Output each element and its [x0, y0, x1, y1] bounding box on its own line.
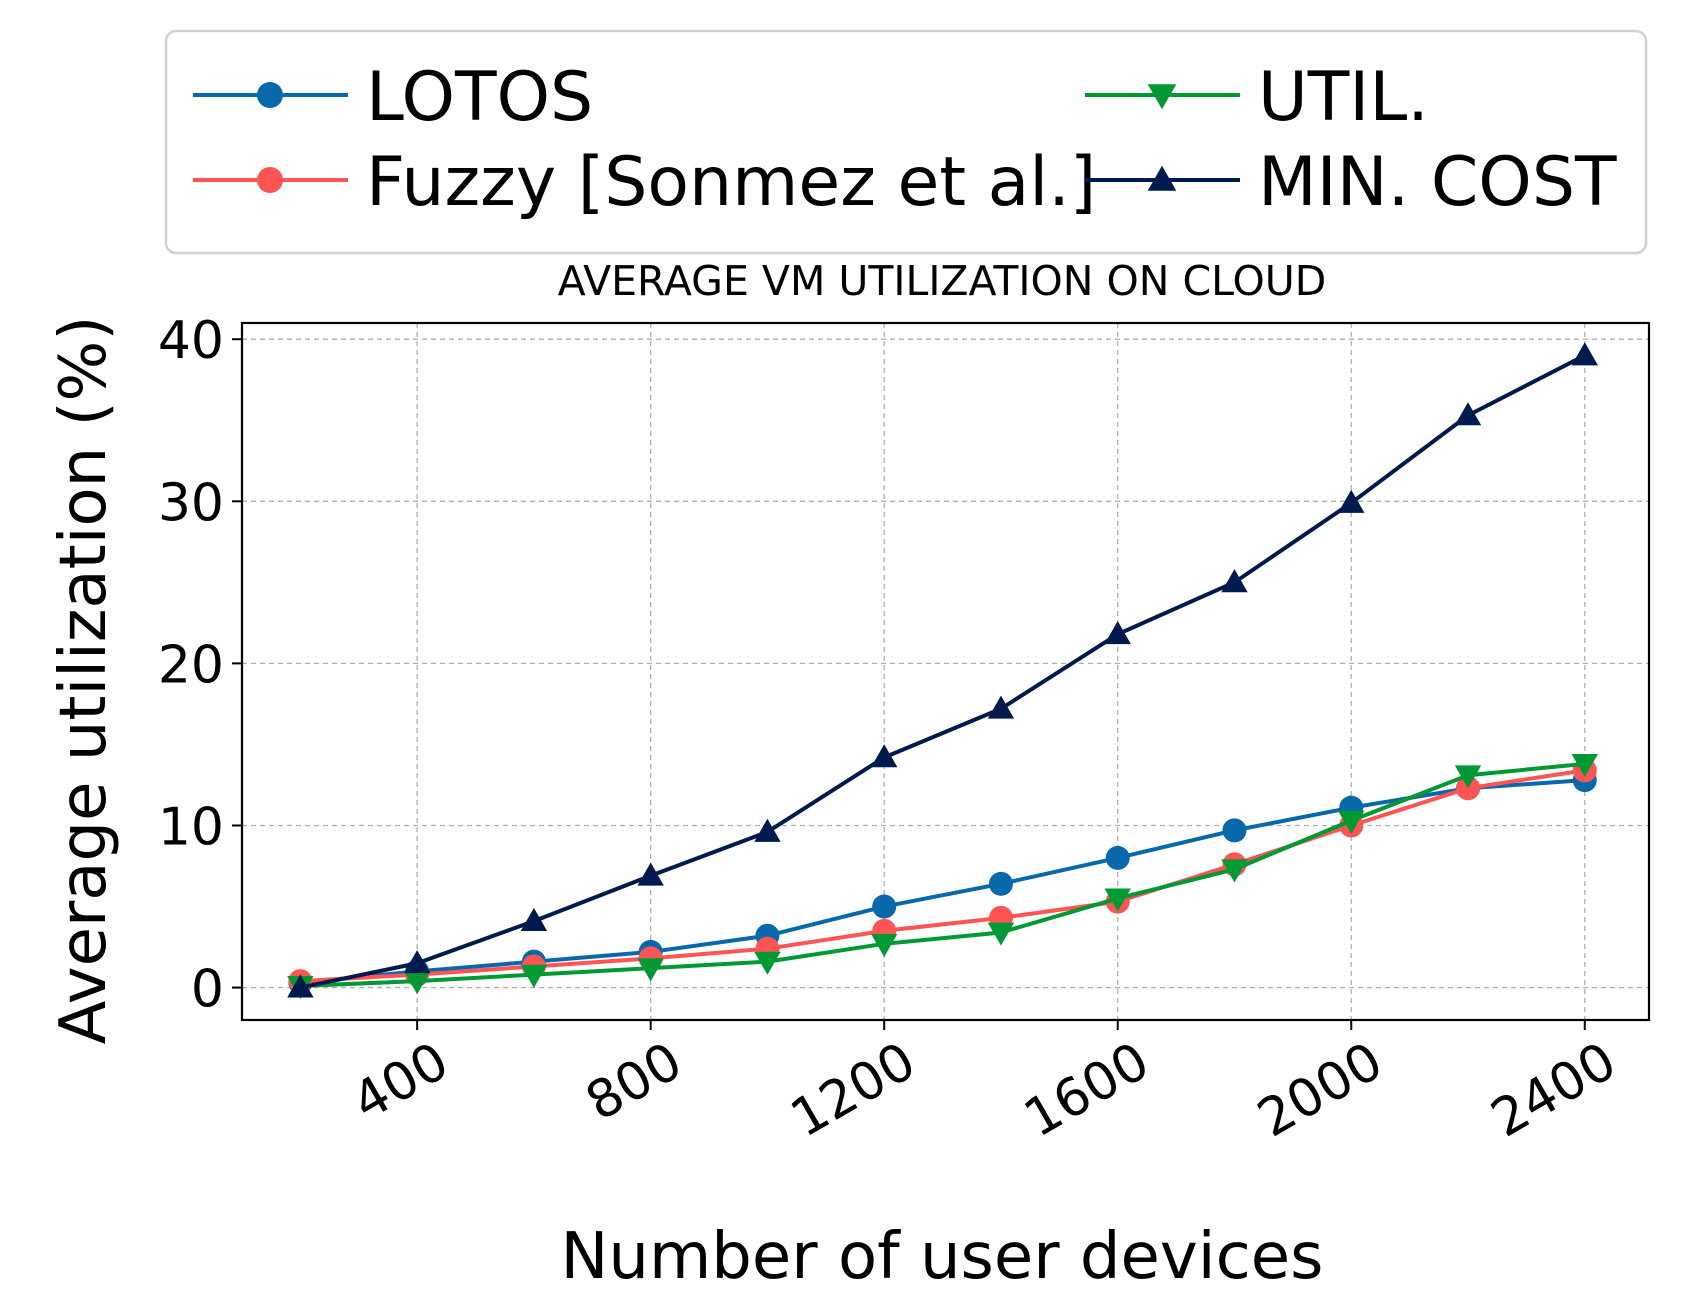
legend-label: UTIL.	[1258, 58, 1429, 137]
legend-item-util: UTIL.	[1085, 58, 1429, 137]
data-point-util	[1571, 753, 1598, 778]
legend-label: MIN. COST	[1258, 143, 1617, 222]
data-point-util	[403, 971, 431, 995]
data-point-min-cost	[1571, 342, 1598, 366]
legend-label: LOTOS	[366, 58, 593, 137]
data-point-min-cost	[637, 862, 664, 886]
series-line-util	[300, 761, 1585, 988]
y-axis-label: Average utilization (%)	[47, 316, 121, 1045]
data-point-util	[520, 964, 548, 988]
data-point-util	[870, 933, 898, 958]
plot-frame	[240, 321, 1651, 1022]
x-tick-label: 1200	[781, 1031, 926, 1149]
data-point-lotos	[872, 894, 897, 919]
data-point-min-cost	[403, 950, 431, 974]
data-point-min-cost	[1454, 402, 1482, 426]
data-point-min-cost	[287, 974, 314, 998]
legend-item-lotos: LOTOS	[193, 58, 593, 137]
grid	[242, 323, 1649, 1020]
x-tick-label: 1600	[1015, 1031, 1160, 1149]
y-tick-label: 10	[158, 797, 224, 857]
y-axis: 0 10 20 30 40	[158, 311, 242, 1020]
legend-item-fuzzy-sonmez-et-al: Fuzzy [Sonmez et al.]	[193, 143, 1096, 222]
data-point-util	[1221, 859, 1248, 883]
data-point-util	[1104, 888, 1131, 912]
series-layer	[287, 342, 1598, 1000]
data-point-util	[1338, 810, 1365, 834]
y-tick-label: 0	[191, 960, 224, 1020]
data-point-min-cost	[987, 695, 1015, 719]
y-tick-label: 40	[158, 311, 224, 371]
data-point-min-cost	[1338, 489, 1365, 513]
x-axis-label: Number of user devices	[561, 1220, 1324, 1294]
legend-swatch-marker	[257, 82, 283, 108]
x-axis: 400 800 1200 1600 2000 2400	[343, 1020, 1627, 1149]
data-point-lotos	[1222, 818, 1247, 843]
series-line-min-cost	[299, 353, 1586, 990]
series-min-cost	[287, 342, 1598, 998]
x-tick-label: 400	[343, 1031, 459, 1133]
data-point-lotos	[1105, 845, 1130, 870]
legend-item-min-cost: MIN. COST	[1085, 143, 1617, 222]
legend-swatch-marker	[1147, 84, 1177, 110]
series-util	[287, 753, 1598, 1000]
series-line-lotos	[300, 778, 1585, 985]
data-point-util	[1454, 765, 1482, 789]
legend-frame	[164, 29, 1648, 255]
x-tick-label: 800	[576, 1031, 692, 1133]
data-point-min-cost	[1221, 569, 1248, 593]
series-fuzzy-sonmez-et-al	[288, 758, 1597, 994]
legend-swatch-marker	[1147, 165, 1177, 191]
y-tick-label: 30	[158, 473, 224, 533]
legend-swatch-marker	[257, 167, 283, 193]
data-point-util	[987, 922, 1015, 946]
chart-title: AVERAGE VM UTILIZATION ON CLOUD	[558, 257, 1327, 305]
x-tick-label: 2400	[1482, 1031, 1627, 1149]
data-point-min-cost	[754, 818, 781, 842]
data-point-lotos	[988, 871, 1013, 896]
data-point-util	[637, 958, 664, 982]
y-tick-label: 20	[158, 635, 224, 695]
data-point-min-cost	[870, 744, 898, 768]
data-point-min-cost	[520, 907, 548, 932]
series-line-fuzzy-sonmez-et-al	[300, 768, 1586, 984]
x-tick-label: 2000	[1248, 1031, 1393, 1149]
data-point-util	[754, 951, 781, 975]
legend-label: Fuzzy [Sonmez et al.]	[366, 143, 1096, 222]
data-point-min-cost	[1104, 621, 1131, 645]
plot-area	[240, 321, 1651, 1022]
